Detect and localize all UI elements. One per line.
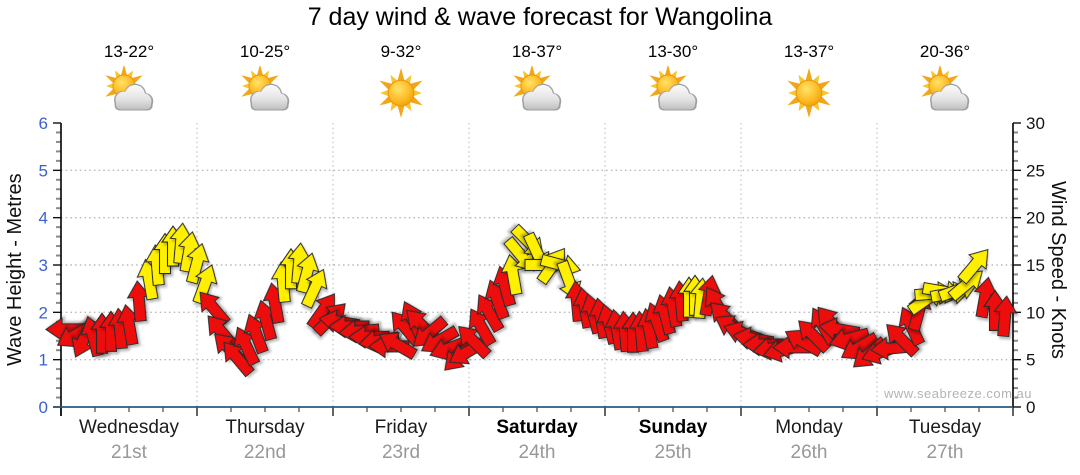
wind-arrow: [957, 248, 989, 285]
cloud-icon: [114, 83, 154, 111]
sun-icon: [787, 68, 831, 118]
day-label: Tuesday: [908, 417, 982, 438]
weather-icon-sunny: [782, 66, 836, 120]
weather-icon-sunny: [374, 66, 428, 120]
day-label: Thursday: [225, 417, 305, 438]
day-label: Monday: [775, 417, 843, 438]
wave-height-tick-label: 2: [39, 303, 48, 322]
wave-height-tick-label: 1: [39, 351, 48, 370]
cloud-icon: [658, 83, 698, 111]
wind-arrow: [192, 264, 218, 306]
watermark: www.seabreeze.com.au: [884, 386, 1033, 401]
wind-speed-tick-label: 5: [1026, 351, 1035, 370]
wind-speed-axis-label: Wind Speed - Knots: [1047, 181, 1069, 359]
temperature-range-label: 9-32°: [380, 42, 422, 61]
temperature-range-label: 18-37°: [511, 42, 563, 61]
wave-height-tick-label: 4: [39, 209, 48, 228]
cloud-icon: [930, 83, 970, 111]
wind-speed-tick-label: 0: [1026, 398, 1035, 417]
temperature-range-label: 13-30°: [647, 42, 699, 61]
date-label: 26th: [790, 442, 828, 463]
sun-icon: [379, 68, 423, 118]
wind-arrow: [185, 242, 210, 285]
chart-title: 7 day wind & wave forecast for Wangolina: [307, 3, 773, 31]
wind-arrow: [199, 291, 231, 328]
weather-icon-partly-cloudy: [918, 64, 972, 120]
weather-icon-partly-cloudy: [646, 64, 700, 120]
date-label: 22nd: [243, 442, 287, 463]
day-label: Friday: [374, 417, 428, 438]
wind-speed-tick-label: 30: [1026, 114, 1045, 133]
wind-arrow: [886, 323, 920, 358]
day-label: Saturday: [496, 417, 578, 438]
wave-height-tick-label: 5: [39, 161, 48, 180]
date-label: 25th: [654, 442, 692, 463]
wind-arrow: [295, 252, 320, 295]
wave-height-tick-label: 6: [39, 114, 48, 133]
wind-speed-tick-label: 25: [1026, 161, 1045, 180]
temperature-range-label: 13-37°: [783, 42, 835, 61]
weather-icon-partly-cloudy: [238, 64, 292, 120]
weather-icon-partly-cloudy: [510, 64, 564, 120]
date-label: 27th: [926, 442, 964, 463]
wind-speed-tick-label: 15: [1026, 256, 1045, 275]
day-label: Sunday: [638, 417, 708, 438]
wind-speed-tick-label: 10: [1026, 303, 1045, 322]
temperature-range-label: 20-36°: [919, 42, 971, 61]
wave-height-tick-label: 0: [39, 398, 48, 417]
temperature-range-label: 10-25°: [239, 42, 291, 61]
date-label: 23rd: [381, 442, 421, 463]
wave-height-tick-label: 3: [39, 256, 48, 275]
wind-arrow: [993, 295, 1018, 338]
day-label: Wednesday: [79, 417, 179, 438]
weather-icon-partly-cloudy: [102, 64, 156, 120]
date-label: 24th: [518, 442, 556, 463]
wind-arrow: [300, 268, 328, 309]
cloud-icon: [250, 83, 290, 111]
cloud-icon: [522, 83, 562, 111]
temperature-range-label: 13-22°: [103, 42, 155, 61]
wind-speed-tick-label: 20: [1026, 209, 1045, 228]
date-label: 21st: [111, 442, 147, 463]
wind-arrow: [378, 332, 418, 361]
